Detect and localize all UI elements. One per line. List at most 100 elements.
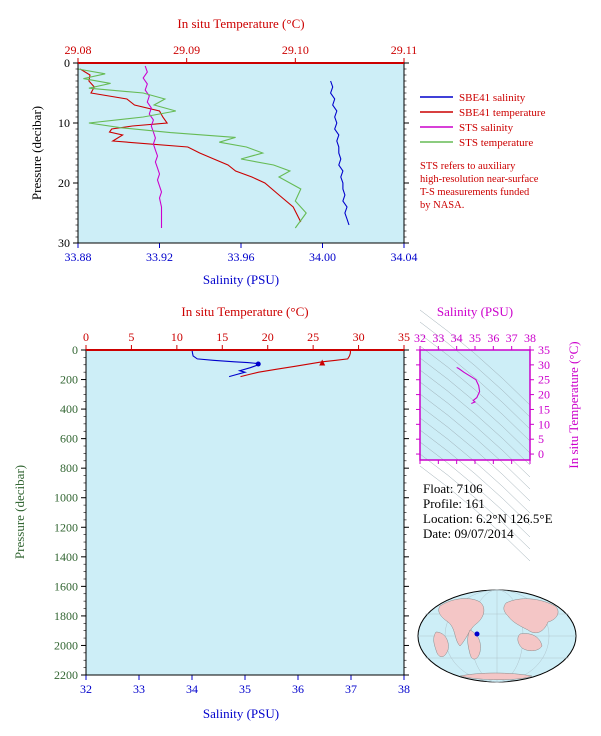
pressure-tick-label: 2000 — [54, 638, 78, 652]
full-depth-left-axis-title: Pressure (decibar) — [12, 465, 27, 559]
legend-label: SBE41 temperature — [459, 107, 546, 119]
pressure-tick-label: 2200 — [54, 668, 78, 682]
near-surface-left-axis-title: Pressure (decibar) — [29, 106, 44, 200]
temp-tick-label: 30 — [353, 330, 365, 344]
near-surface-ticks: 29.08 29.09 29.10 29.11 33.88 33.92 33.96 34.00… — [58, 43, 418, 264]
ts-temp-tick-label: 20 — [538, 388, 550, 402]
pressure-tick-label: 0 — [72, 343, 78, 357]
ts-temp-tick-label: 0 — [538, 447, 544, 461]
pressure-tick-label: 30 — [58, 236, 70, 250]
pressure-tick-label: 200 — [60, 373, 78, 387]
ts-temp-tick-label: 5 — [538, 432, 544, 446]
temp-tick-label: 29.09 — [173, 43, 200, 57]
ts-curve — [456, 366, 481, 405]
salinity-tick-label: 33.92 — [146, 250, 173, 264]
density-contour — [419, 321, 531, 418]
ts-salinity-tick-label: 35 — [469, 331, 481, 345]
pressure-tick-label: 10 — [58, 116, 70, 130]
density-contour — [419, 381, 531, 478]
salinity-tick-label: 34.04 — [391, 250, 418, 264]
salinity-tick-label: 36 — [292, 682, 304, 696]
temperature-marker — [319, 359, 326, 366]
pressure-tick-label: 400 — [60, 402, 78, 416]
density-contour — [419, 405, 531, 502]
ts-temp-tick-label: 30 — [538, 358, 550, 372]
density-contour — [419, 441, 531, 538]
salinity-tick-label: 33 — [133, 682, 145, 696]
pressure-tick-label: 1800 — [54, 609, 78, 623]
salinity-tick-label: 37 — [345, 682, 357, 696]
salinity-tick-label: 32 — [80, 682, 92, 696]
full-depth-top-axis-title: In situ Temperature (°C) — [181, 304, 308, 319]
sbe41-temperature-line — [240, 350, 351, 378]
temp-tick-label: 29.10 — [282, 43, 309, 57]
ts-frame — [419, 349, 531, 461]
sbe41-temperature-line — [79, 68, 302, 223]
float-location-marker — [474, 631, 480, 637]
density-contour — [419, 333, 531, 430]
profile-date: Date: 09/07/2014 — [423, 526, 514, 541]
profile-number: Profile: 161 — [423, 496, 485, 511]
pressure-tick-label: 0 — [64, 56, 70, 70]
density-contour — [419, 345, 531, 442]
density-contour — [419, 393, 531, 490]
density-contour — [419, 429, 531, 526]
pressure-tick-label: 1400 — [54, 550, 78, 564]
density-contour — [419, 453, 531, 550]
temp-tick-label: 5 — [128, 330, 134, 344]
pressure-tick-label: 1200 — [54, 520, 78, 534]
salinity-tick-label: 38 — [398, 682, 410, 696]
pressure-tick-label: 1600 — [54, 579, 78, 593]
note-line: STS refers to auxiliary — [420, 161, 516, 172]
world-map — [417, 589, 577, 683]
sbe41-salinity-line — [329, 80, 350, 226]
salinity-marker — [255, 361, 261, 367]
ts-salinity-tick-label: 33 — [432, 331, 444, 345]
full-depth-plot-area — [86, 350, 404, 675]
salinity-tick-label: 35 — [239, 682, 251, 696]
sbe41-salinity-line — [191, 349, 260, 378]
note-line: T-S measurements funded — [420, 187, 530, 198]
map-land — [433, 598, 559, 680]
float-info-panel: Float: 7106 Profile: 161 Location: 6.2°N… — [423, 481, 553, 541]
temp-tick-label: 25 — [307, 330, 319, 344]
density-contour — [419, 309, 531, 406]
near-surface-plot-area — [78, 63, 404, 243]
legend-label: STS salinity — [459, 122, 514, 134]
pressure-tick-label: 600 — [60, 432, 78, 446]
temp-tick-label: 20 — [262, 330, 274, 344]
full-depth-bottom-axis-title: Salinity (PSU) — [203, 706, 279, 721]
pressure-tick-label: 800 — [60, 461, 78, 475]
near-surface-chart: 29.08 29.09 29.10 29.11 33.88 33.92 33.96 34.00… — [29, 16, 418, 287]
ts-salinity-tick-label: 34 — [451, 331, 463, 345]
legend-label: STS temperature — [459, 137, 533, 149]
ts-top-axis-title: Salinity (PSU) — [437, 304, 513, 319]
full-depth-ticks: 0 5 10 15 20 25 30 35 32 33 34 35 36 37 38 0 200 400 600 80… — [54, 330, 410, 696]
ts-salinity-tick-label: 37 — [506, 331, 518, 345]
temp-tick-label: 35 — [398, 330, 410, 344]
ts-temp-tick-label: 10 — [538, 417, 550, 431]
note-line: high-resolution near-surface — [420, 174, 539, 185]
salinity-tick-label: 34.00 — [309, 250, 336, 264]
note-line: by NASA. — [420, 200, 465, 211]
density-contour — [419, 369, 531, 466]
temp-tick-label: 10 — [171, 330, 183, 344]
ts-density-contours — [419, 309, 531, 562]
ts-salinity-tick-label: 32 — [414, 331, 426, 345]
temp-tick-label: 0 — [83, 330, 89, 344]
near-surface-series — [77, 65, 350, 229]
near-surface-bottom-axis-title: Salinity (PSU) — [203, 272, 279, 287]
ts-salinity-tick-label: 36 — [487, 331, 499, 345]
ts-plot-area — [420, 350, 530, 460]
float-id: Float: 7106 — [423, 481, 483, 496]
sts-salinity-line — [142, 65, 163, 228]
pressure-tick-label: 1000 — [54, 491, 78, 505]
temp-tick-label: 15 — [216, 330, 228, 344]
density-contour — [419, 465, 531, 562]
salinity-tick-label: 34 — [186, 682, 198, 696]
full-depth-chart: 0 5 10 15 20 25 30 35 32 33 34 35 36 37 38 0 200 400 600 80… — [12, 304, 410, 721]
temp-tick-label: 29.11 — [391, 43, 418, 57]
